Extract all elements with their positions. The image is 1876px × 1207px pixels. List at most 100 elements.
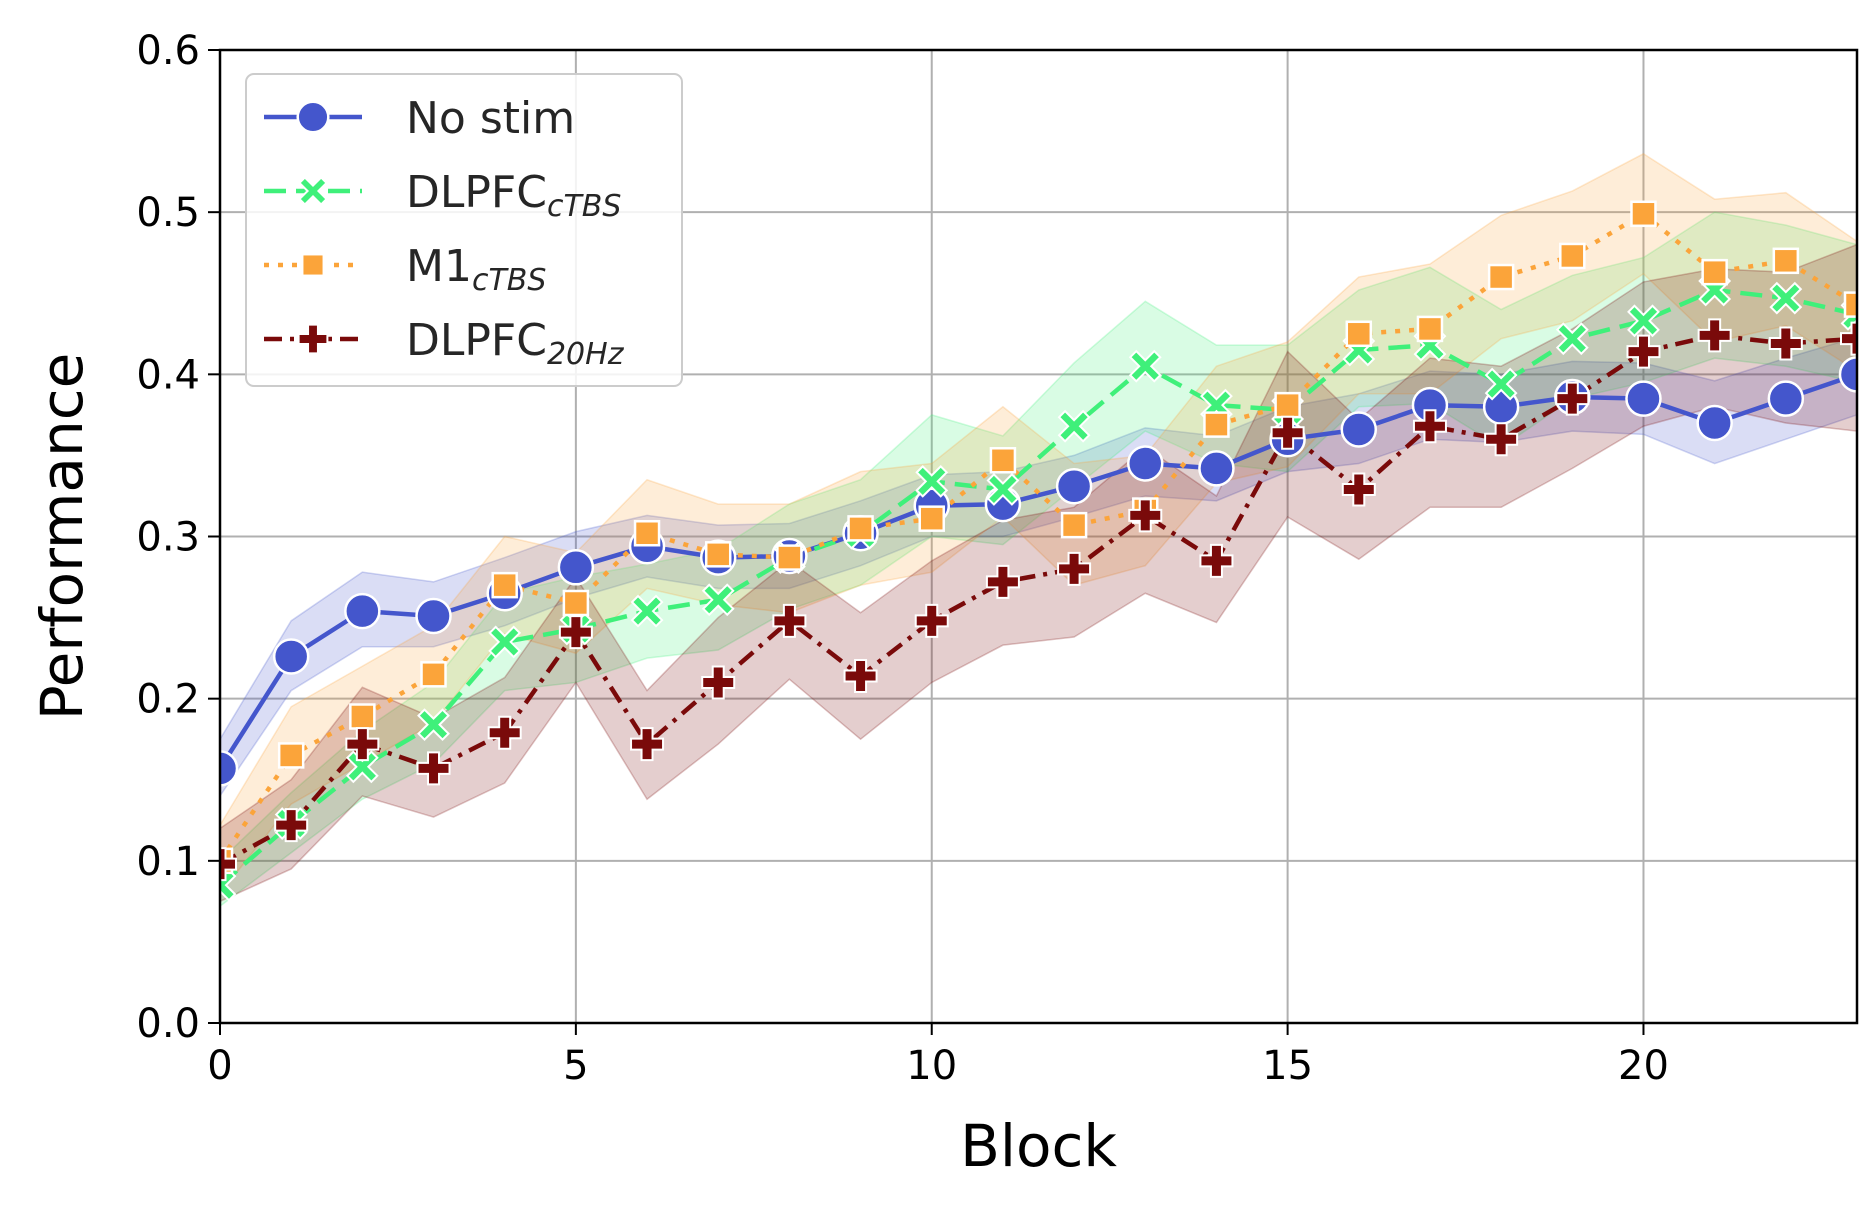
point-no-stim: [344, 592, 381, 630]
point-m1-ctbs: [420, 661, 447, 688]
point-m1-ctbs: [918, 505, 945, 532]
point-dlpfc-20hz: [1768, 326, 1803, 361]
point-dlpfc-ctbs: [417, 708, 450, 742]
point-dlpfc-20hz: [1626, 334, 1661, 369]
point-m1-ctbs: [1274, 391, 1301, 419]
point-dlpfc-ctbs: [1627, 304, 1660, 338]
point-dlpfc-ctbs: [1128, 349, 1162, 383]
y-axis-label: Performance: [28, 353, 96, 721]
point-m1-ctbs: [1843, 291, 1857, 318]
point-dlpfc-20hz: [274, 808, 309, 843]
y-tick-label: 0.5: [136, 190, 200, 236]
point-dlpfc-20hz: [1840, 321, 1857, 356]
point-no-stim: [1625, 380, 1662, 417]
point-no-stim: [220, 750, 239, 787]
point-dlpfc-20hz: [345, 727, 380, 762]
point-m1-ctbs: [1060, 511, 1088, 539]
point-no-stim: [1696, 404, 1733, 442]
point-m1-ctbs: [1559, 242, 1586, 270]
x-tick-label: 10: [906, 1043, 957, 1089]
line-dlpfc-ctbs: [220, 287, 1857, 887]
point-m1-ctbs: [1630, 200, 1657, 228]
band-dlpfc-ctbs: [220, 211, 1857, 908]
series-markers: [220, 200, 1857, 902]
y-tick-label: 0.2: [136, 677, 200, 723]
point-m1-ctbs: [491, 571, 518, 599]
point-m1-ctbs: [562, 589, 590, 617]
point-dlpfc-20hz: [1057, 551, 1092, 586]
y-tick-label: 0.3: [136, 515, 200, 561]
point-dlpfc-20hz: [1270, 415, 1305, 450]
point-dlpfc-20hz: [701, 665, 736, 700]
y-tick-label: 0.4: [136, 352, 200, 398]
y-tick-label: 0.0: [136, 1001, 200, 1047]
point-dlpfc-20hz: [558, 615, 593, 650]
point-no-stim: [272, 638, 310, 675]
point-dlpfc-ctbs: [488, 625, 522, 659]
point-dlpfc-20hz: [1341, 472, 1376, 507]
point-no-stim: [1055, 467, 1093, 505]
legend-label-m1-ctbs: M1cTBS: [406, 241, 546, 298]
point-dlpfc-20hz: [416, 751, 451, 786]
legend-marker-no-stim: [296, 100, 330, 134]
point-no-stim: [557, 549, 595, 586]
point-dlpfc-20hz: [772, 603, 807, 638]
point-dlpfc-20hz: [1484, 422, 1519, 457]
y-tick-label: 0.6: [136, 28, 200, 74]
point-m1-ctbs: [1701, 258, 1728, 286]
point-dlpfc-20hz: [985, 564, 1020, 599]
point-m1-ctbs: [1416, 315, 1444, 343]
legend-label-dlpfc-ctbs: DLPFCcTBS: [406, 167, 621, 224]
point-dlpfc-ctbs: [986, 473, 1020, 506]
band-no-stim: [220, 336, 1857, 798]
point-m1-ctbs: [1772, 247, 1800, 275]
point-no-stim: [1340, 411, 1378, 448]
x-tick-label: 0: [207, 1043, 232, 1089]
point-no-stim: [415, 597, 452, 635]
legend-marker-dlpfc-20hz: [297, 323, 329, 355]
y-tick-label: 0.1: [136, 839, 200, 885]
point-m1-ctbs: [349, 703, 376, 730]
point-dlpfc-20hz: [487, 715, 522, 750]
x-tick-label: 5: [563, 1043, 588, 1089]
point-dlpfc-ctbs: [1769, 281, 1803, 315]
point-dlpfc-ctbs: [701, 583, 735, 617]
point-m1-ctbs: [776, 544, 803, 571]
point-m1-ctbs: [633, 520, 661, 547]
point-dlpfc-20hz: [843, 658, 878, 693]
point-m1-ctbs: [704, 541, 732, 568]
legend-marker-m1-ctbs: [300, 252, 326, 278]
legend: No stim DLPFCcTBS M1cTBS DLPFC20Hz: [245, 73, 683, 387]
point-dlpfc-ctbs: [1484, 367, 1518, 401]
point-m1-ctbs: [989, 447, 1017, 474]
point-dlpfc-20hz: [914, 603, 949, 638]
legend-label-dlpfc-20hz: DLPFC20Hz: [406, 315, 625, 372]
point-m1-ctbs: [1203, 411, 1230, 438]
point-dlpfc-20hz: [1697, 318, 1732, 353]
point-m1-ctbs: [1487, 263, 1515, 291]
point-dlpfc-ctbs: [1057, 409, 1091, 443]
point-no-stim: [1198, 450, 1235, 487]
point-m1-ctbs: [1345, 320, 1373, 348]
point-m1-ctbs: [277, 742, 305, 769]
x-axis-ticks: 0 5 10 15 20: [207, 1023, 1669, 1089]
x-tick-label: 20: [1618, 1043, 1669, 1089]
y-axis-ticks: 0.0 0.1 0.2 0.3 0.4 0.5 0.6: [136, 28, 220, 1047]
legend-marker-dlpfc-ctbs: [298, 176, 328, 206]
point-dlpfc-ctbs: [630, 594, 664, 628]
grid: [219, 49, 1857, 1024]
x-axis-label: Block: [960, 1112, 1117, 1180]
point-no-stim: [1838, 356, 1857, 393]
point-m1-ctbs: [847, 515, 874, 542]
point-dlpfc-20hz: [630, 727, 665, 762]
point-dlpfc-20hz: [1555, 381, 1590, 416]
point-no-stim: [1127, 445, 1164, 482]
point-dlpfc-20hz: [220, 847, 237, 882]
x-tick-label: 15: [1262, 1043, 1313, 1089]
legend-box: [245, 73, 683, 387]
point-dlpfc-ctbs: [915, 464, 949, 498]
point-no-stim: [1767, 380, 1805, 417]
point-dlpfc-20hz: [1128, 498, 1163, 533]
point-dlpfc-20hz: [1199, 543, 1234, 578]
